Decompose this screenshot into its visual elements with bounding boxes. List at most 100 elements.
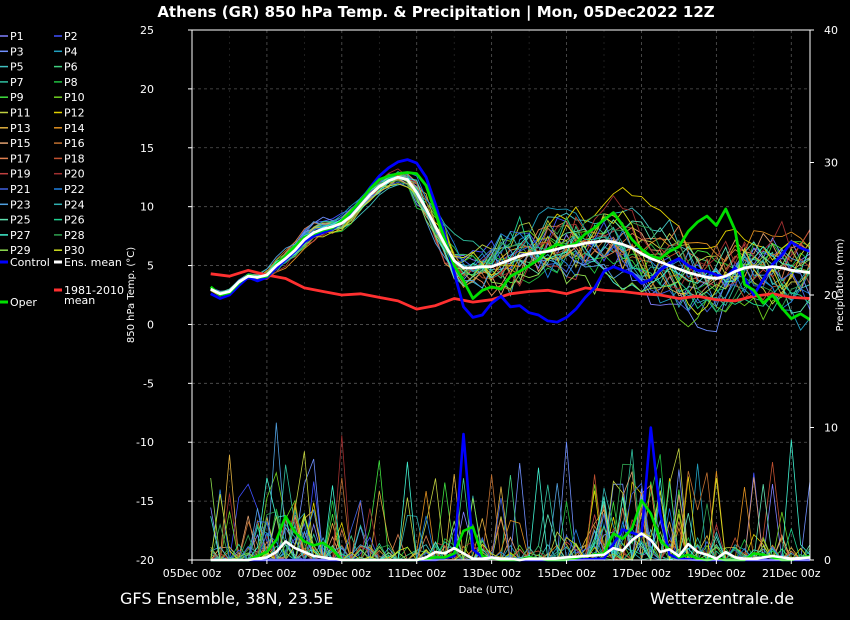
legend-item-p18: P18 bbox=[54, 152, 85, 165]
legend-item-ens-mean: Ens. mean bbox=[54, 256, 122, 269]
x-tick-label: 11Dec 00z bbox=[387, 567, 446, 580]
legend-item-oper: Oper bbox=[0, 296, 37, 309]
legend-label: P29 bbox=[10, 244, 31, 257]
legend-label: P27 bbox=[10, 229, 31, 242]
legend-label: P30 bbox=[64, 244, 85, 257]
legend-item-p17: P17 bbox=[0, 152, 31, 165]
legend-label: P4 bbox=[64, 45, 78, 58]
legend-item-p14: P14 bbox=[54, 122, 85, 135]
legend-label: P14 bbox=[64, 122, 85, 135]
x-tick-label: 17Dec 00z bbox=[612, 567, 671, 580]
legend-item-p16: P16 bbox=[54, 137, 85, 150]
y2-axis-ticks: 40 30 20 10 0 bbox=[810, 24, 838, 567]
legend-label: P9 bbox=[10, 91, 24, 104]
credit-left: GFS Ensemble, 38N, 23.5E bbox=[120, 589, 333, 608]
legend-label: P12 bbox=[64, 107, 85, 120]
legend: P1 P2 P3 P4 P5 P6 P7 P8 P9 P10 P11 P12 P13 P14 P15 P16 P… bbox=[0, 30, 124, 309]
y2-tick-label: 30 bbox=[824, 157, 838, 170]
legend-label: P11 bbox=[10, 107, 31, 120]
temperature-main-lines bbox=[209, 158, 811, 324]
legend-label: P21 bbox=[10, 183, 31, 196]
legend-label: P6 bbox=[64, 61, 78, 74]
legend-item-p12: P12 bbox=[54, 107, 85, 120]
legend-label: P15 bbox=[10, 137, 31, 150]
legend-label: P7 bbox=[10, 76, 24, 89]
legend-item-p23: P23 bbox=[0, 198, 31, 211]
legend-label: P5 bbox=[10, 61, 24, 74]
legend-label: P3 bbox=[10, 45, 24, 58]
legend-label: P20 bbox=[64, 168, 85, 181]
legend-label: P28 bbox=[64, 229, 85, 242]
y2-tick-label: 10 bbox=[824, 422, 838, 435]
legend-item-p29: P29 bbox=[0, 244, 31, 257]
x-tick-label: 15Dec 00z bbox=[537, 567, 596, 580]
legend-item-p25: P25 bbox=[0, 214, 31, 227]
y-tick-label: 25 bbox=[140, 24, 154, 37]
x-tick-label: 21Dec 00z bbox=[762, 567, 821, 580]
legend-item-p4: P4 bbox=[54, 45, 78, 58]
y-tick-label: 0 bbox=[147, 318, 154, 331]
legend-label: P16 bbox=[64, 137, 85, 150]
legend-item-p27: P27 bbox=[0, 229, 31, 242]
precip-line-ens-mean bbox=[210, 532, 811, 562]
legend-item-p8: P8 bbox=[54, 76, 78, 89]
y-axis-label: 850 hPa Temp. (°C) bbox=[126, 247, 137, 343]
legend-label: P25 bbox=[10, 214, 31, 227]
x-tick-label: 05Dec 00z bbox=[163, 567, 222, 580]
legend-label: P13 bbox=[10, 122, 31, 135]
legend-item-p13: P13 bbox=[0, 122, 31, 135]
credit-right: Wetterzentrale.de bbox=[650, 589, 794, 608]
y-tick-label: -10 bbox=[136, 436, 154, 449]
legend-label: P17 bbox=[10, 152, 31, 165]
legend-label: P1 bbox=[10, 30, 24, 43]
legend-label: P18 bbox=[64, 152, 85, 165]
legend-item-p30: P30 bbox=[54, 244, 85, 257]
y-tick-label: 5 bbox=[147, 260, 154, 273]
legend-item-p3: P3 bbox=[0, 45, 24, 58]
x-tick-label: 13Dec 00z bbox=[462, 567, 521, 580]
legend-label: P19 bbox=[10, 168, 31, 181]
chart-title: Athens (GR) 850 hPa Temp. & Precipitatio… bbox=[157, 3, 714, 22]
legend-item-p1: P1 bbox=[0, 30, 24, 43]
legend-label: P10 bbox=[64, 91, 85, 104]
legend-item-p11: P11 bbox=[0, 107, 31, 120]
y2-axis-label: Precipitation (mm) bbox=[835, 238, 846, 331]
y-tick-label: -5 bbox=[143, 377, 154, 390]
legend-item-p24: P24 bbox=[54, 198, 85, 211]
member-line-p21 bbox=[210, 181, 811, 313]
member-line-p15 bbox=[210, 178, 811, 298]
series-line-control bbox=[210, 158, 811, 324]
legend-item-p9: P9 bbox=[0, 91, 24, 104]
legend-item-p10: P10 bbox=[54, 91, 85, 104]
legend-label: P23 bbox=[10, 198, 31, 211]
y-tick-label: -15 bbox=[136, 495, 154, 508]
legend-item-p21: P21 bbox=[0, 183, 31, 196]
legend-label: P8 bbox=[64, 76, 78, 89]
y-tick-label: 15 bbox=[140, 142, 154, 155]
legend-label: P26 bbox=[64, 214, 85, 227]
legend-item-control: Control bbox=[0, 256, 50, 269]
legend-item-p28: P28 bbox=[54, 229, 85, 242]
legend-label: P24 bbox=[64, 198, 85, 211]
y2-tick-label: 20 bbox=[824, 289, 838, 302]
legend-label: 1981-2010 bbox=[64, 284, 124, 297]
legend-label: mean bbox=[64, 294, 95, 307]
member-line-p3 bbox=[210, 177, 811, 333]
legend-item-p22: P22 bbox=[54, 183, 85, 196]
legend-label: Oper bbox=[10, 296, 37, 309]
y-tick-label: 20 bbox=[140, 83, 154, 96]
x-tick-label: 07Dec 00z bbox=[238, 567, 297, 580]
x-tick-label: 19Dec 00z bbox=[687, 567, 746, 580]
legend-label: P2 bbox=[64, 30, 78, 43]
y2-tick-label: 40 bbox=[824, 24, 838, 37]
x-axis-label: Date (UTC) bbox=[459, 585, 514, 596]
y-axis-ticks: 25 20 15 10 5 0 -5 -10 -15 -20 bbox=[136, 24, 192, 567]
legend-label: P22 bbox=[64, 183, 85, 196]
legend-item-p20: P20 bbox=[54, 168, 85, 181]
y-tick-label: -20 bbox=[136, 554, 154, 567]
y2-tick-label: 0 bbox=[824, 554, 831, 567]
series-line-ens-mean bbox=[210, 175, 811, 296]
legend-label: Control bbox=[10, 256, 50, 269]
